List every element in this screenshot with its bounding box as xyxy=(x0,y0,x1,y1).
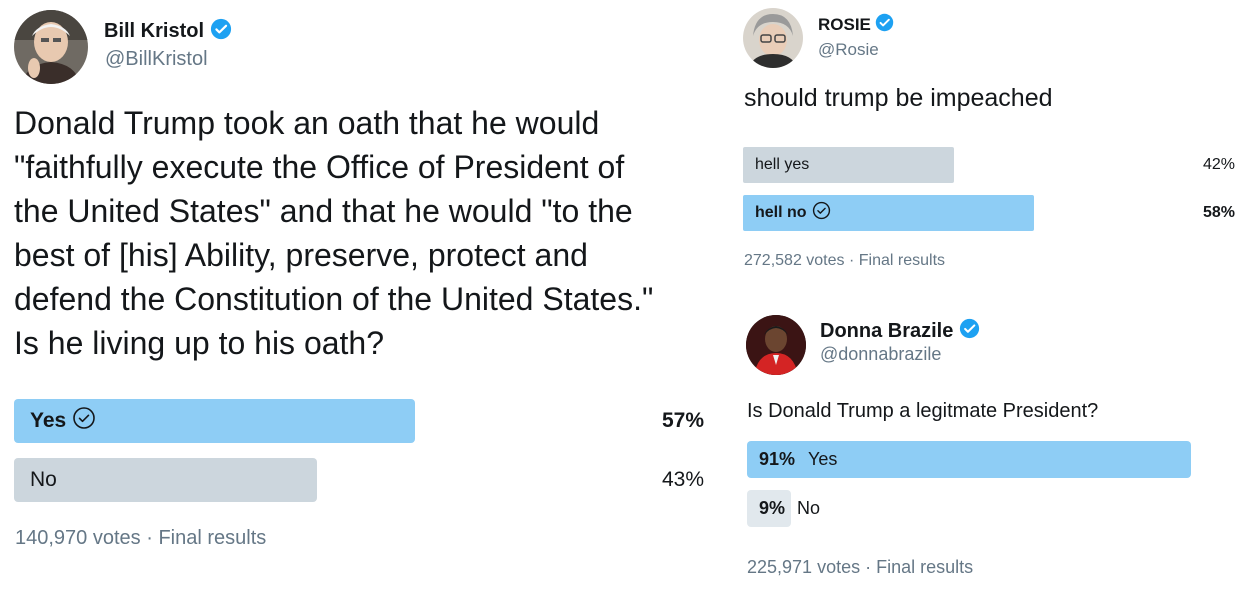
poll-percent: 57% xyxy=(661,409,704,432)
verified-badge-icon xyxy=(210,18,232,45)
poll-status: Final results xyxy=(858,252,946,269)
poll-meta: 272,582 votes · Final results xyxy=(744,252,945,270)
poll-option-label: hell yes xyxy=(755,156,810,173)
poll-bar xyxy=(747,490,791,527)
poll-option-no[interactable]: 9% No xyxy=(747,490,1191,527)
checkmark-circle-icon xyxy=(72,406,96,436)
tweet-rosie: ROSIE @Rosie should trump be impeached h… xyxy=(730,0,1255,290)
separator: · xyxy=(146,527,153,549)
avatar[interactable] xyxy=(743,8,803,68)
poll-percent: 9% xyxy=(759,498,786,518)
verified-badge-icon xyxy=(875,13,894,37)
separator: · xyxy=(865,557,872,577)
vote-count: 225,971 votes xyxy=(747,557,861,577)
poll-option-label: hell no xyxy=(755,204,807,221)
vote-count: 140,970 votes xyxy=(15,527,141,549)
question-line: Is he living up to his oath? xyxy=(14,325,385,361)
poll-option-no[interactable]: No 43% xyxy=(14,458,704,502)
poll-status: Final results xyxy=(876,557,974,577)
separator: · xyxy=(848,252,855,269)
poll-option-yes[interactable]: 91% Yes xyxy=(747,441,1191,478)
user-handle[interactable]: @donnabrazile xyxy=(820,344,942,364)
poll-question: Is Donald Trump a legitmate President? xyxy=(747,400,1099,422)
poll-status: Final results xyxy=(158,527,267,549)
poll-option-label: Yes xyxy=(30,409,67,432)
poll-question: should trump be impeached xyxy=(744,84,1053,112)
question-line: "faithfully execute the Office of Presid… xyxy=(14,149,625,185)
poll-percent: 42% xyxy=(1202,156,1235,173)
user-handle[interactable]: @BillKristol xyxy=(105,48,208,70)
checkmark-circle-icon xyxy=(812,201,831,225)
poll-percent: 58% xyxy=(1202,204,1235,221)
tweet-brazile: Donna Brazile @donnabrazile Is Donald Tr… xyxy=(730,300,1255,616)
display-name[interactable]: ROSIE xyxy=(818,15,871,34)
poll-option-label: No xyxy=(797,498,821,518)
poll-question: Donald Trump took an oath that he would … xyxy=(14,101,653,365)
poll-option-label: Yes xyxy=(808,449,838,469)
poll-bar xyxy=(747,441,1191,478)
poll-option-hell-no[interactable]: hell no 58% xyxy=(743,195,1235,231)
poll-bar xyxy=(14,399,415,443)
user-handle[interactable]: @Rosie xyxy=(818,40,879,59)
poll-percent: 91% xyxy=(759,449,796,469)
avatar[interactable] xyxy=(14,10,88,84)
poll-percent: 43% xyxy=(661,468,704,491)
poll-option-label: No xyxy=(30,468,57,491)
poll-bar xyxy=(14,458,317,502)
poll-bar xyxy=(743,147,954,183)
poll-bar xyxy=(743,195,1034,231)
display-name[interactable]: Bill Kristol xyxy=(104,19,205,42)
display-name[interactable]: Donna Brazile xyxy=(820,319,954,342)
question-line: best of [his] Ability, preserve, protect… xyxy=(14,237,588,273)
poll-option-hell-yes[interactable]: hell yes 42% xyxy=(743,147,1235,183)
question-line: the United States" and that he would "to… xyxy=(14,193,633,229)
verified-badge-icon xyxy=(959,318,980,344)
poll-meta: 225,971 votes · Final results xyxy=(747,557,973,578)
poll-option-yes[interactable]: Yes 57% xyxy=(14,399,704,443)
poll-meta: 140,970 votes · Final results xyxy=(15,527,266,550)
question-line: defend the Constitution of the United St… xyxy=(14,281,654,317)
question-line: Donald Trump took an oath that he would xyxy=(14,105,600,141)
avatar[interactable] xyxy=(746,315,806,375)
tweet-kristol: Bill Kristol @BillKristol Donald Trump t… xyxy=(14,10,704,550)
vote-count: 272,582 votes xyxy=(744,252,845,269)
